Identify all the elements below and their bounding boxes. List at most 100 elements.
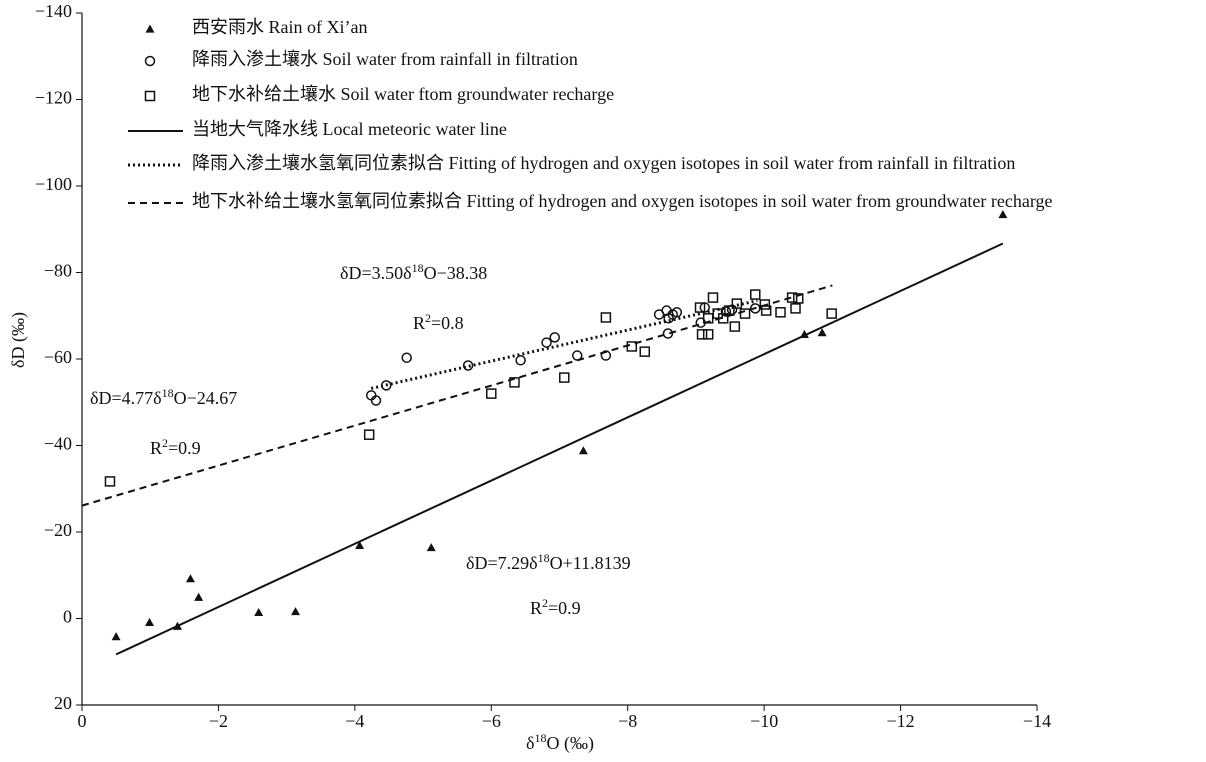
- square-point: [694, 302, 706, 313]
- fit-line: [81, 284, 833, 507]
- y-tick-label: −100: [35, 174, 72, 194]
- annotation-part: O−24.67: [174, 388, 238, 408]
- circle-point: [462, 360, 474, 371]
- x-tick-label: 0: [78, 711, 87, 731]
- square-point: [600, 312, 612, 323]
- triangle-point: [355, 540, 365, 550]
- square-point: [707, 292, 719, 303]
- fit-line: [370, 299, 758, 390]
- annotation-part: δD=4.77δ: [90, 388, 162, 408]
- x-tick-label: −8: [618, 711, 637, 731]
- triangle-point: [426, 543, 436, 552]
- annotation-part: O+11.8139: [550, 553, 631, 573]
- x-tick-label: −14: [1023, 711, 1051, 731]
- annotation: δD=7.29δ18O+11.8139: [466, 551, 631, 573]
- annotation: R2=0.9: [150, 436, 201, 458]
- legend-marker: [144, 55, 156, 67]
- y-tick-label: −80: [44, 261, 72, 281]
- triangle-point: [254, 607, 264, 617]
- legend-marker: [145, 24, 155, 33]
- annotation: δD=4.77δ18O−24.67: [90, 386, 237, 408]
- square-point: [559, 372, 570, 383]
- annotation-part: 2: [542, 596, 548, 610]
- triangle-point: [578, 446, 588, 455]
- annotation-part: =0.9: [548, 598, 581, 618]
- x-tick-label: −4: [345, 711, 364, 731]
- x-axis-label-part: δ: [526, 733, 534, 753]
- annotation-part: 18: [538, 551, 550, 565]
- y-tick-label: 0: [63, 607, 72, 627]
- legend-label: 西安雨水 Rain of Xi’an: [192, 17, 367, 37]
- y-tick-label: −120: [35, 88, 72, 108]
- legend-label: 降雨入渗土壤水 Soil water from rainfall in filt…: [192, 49, 578, 69]
- legend-marker: [144, 90, 156, 102]
- square-point: [729, 321, 741, 332]
- square-point: [760, 305, 772, 316]
- legend-label: 地下水补给土壤水 Soil water ftom groundwater rec…: [192, 84, 614, 104]
- legend-label: 当地大气降水线 Local meteoric water line: [192, 119, 507, 139]
- x-axis-label-part: O (‰): [546, 733, 594, 754]
- circle-point: [515, 355, 526, 366]
- square-point: [702, 329, 714, 340]
- square-point: [750, 289, 761, 300]
- annotation-part: R: [150, 438, 162, 458]
- legend-label: 地下水补给土壤水氢氧同位素拟合 Fitting of hydrogen and …: [192, 191, 1053, 211]
- circle-point: [720, 306, 732, 317]
- square-point: [639, 346, 651, 357]
- x-tick-label: −2: [209, 711, 228, 731]
- square-point: [104, 476, 116, 487]
- annotation-part: δD=3.50δ: [340, 263, 412, 283]
- y-tick-label: −60: [44, 347, 72, 367]
- annotation-part: δD=7.29δ: [466, 553, 538, 573]
- annotation-part: 18: [412, 261, 424, 275]
- annotation-part: =0.8: [431, 313, 464, 333]
- square-point: [363, 429, 375, 440]
- y-axis-label: δD (‰): [8, 312, 29, 368]
- circle-point: [549, 332, 560, 343]
- y-tick-label: 20: [54, 693, 72, 713]
- triangle-point: [185, 574, 195, 583]
- annotation-part: R: [413, 313, 425, 333]
- square-point: [775, 307, 786, 318]
- square-point: [793, 293, 804, 304]
- circle-point: [662, 328, 674, 339]
- x-axis-label-part: 18: [534, 731, 546, 745]
- triangle-point: [998, 210, 1008, 219]
- triangle-point: [817, 328, 827, 337]
- annotation-part: 18: [162, 386, 174, 400]
- y-tick-label: −40: [44, 434, 72, 454]
- triangle-point: [194, 592, 204, 601]
- annotation: R2=0.9: [530, 596, 581, 618]
- annotation: δD=3.50δ18O−38.38: [340, 261, 487, 283]
- fit-line: [115, 242, 1004, 656]
- square-point: [739, 308, 751, 319]
- x-tick-label: −12: [886, 711, 914, 731]
- circle-point: [370, 395, 382, 406]
- triangle-point: [291, 607, 301, 616]
- square-point: [826, 308, 837, 319]
- square-point: [790, 303, 801, 314]
- circle-point: [671, 307, 683, 318]
- x-tick-label: −6: [482, 711, 501, 731]
- x-axis-label: δ18O (‰): [526, 731, 594, 754]
- annotation-part: =0.9: [168, 438, 201, 458]
- circle-point: [541, 337, 552, 348]
- square-point: [486, 388, 497, 399]
- square-point: [731, 298, 743, 309]
- y-tick-label: −20: [44, 520, 72, 540]
- legend-label: 降雨入渗土壤水氢氧同位素拟合 Fitting of hydrogen and o…: [192, 153, 1015, 173]
- annotation-part: R: [530, 598, 542, 618]
- triangle-point: [145, 617, 155, 626]
- annotation-part: 2: [162, 436, 168, 450]
- y-axis-label-part: δD (‰): [8, 312, 29, 368]
- triangle-point: [111, 632, 121, 641]
- annotation-part: 2: [425, 311, 431, 325]
- annotation-part: O−38.38: [424, 263, 488, 283]
- x-tick-label: −10: [750, 711, 778, 731]
- square-point: [759, 299, 771, 310]
- annotation: R2=0.8: [413, 311, 464, 333]
- y-tick-label: −140: [35, 1, 72, 21]
- square-point: [696, 329, 708, 340]
- circle-point: [401, 352, 412, 363]
